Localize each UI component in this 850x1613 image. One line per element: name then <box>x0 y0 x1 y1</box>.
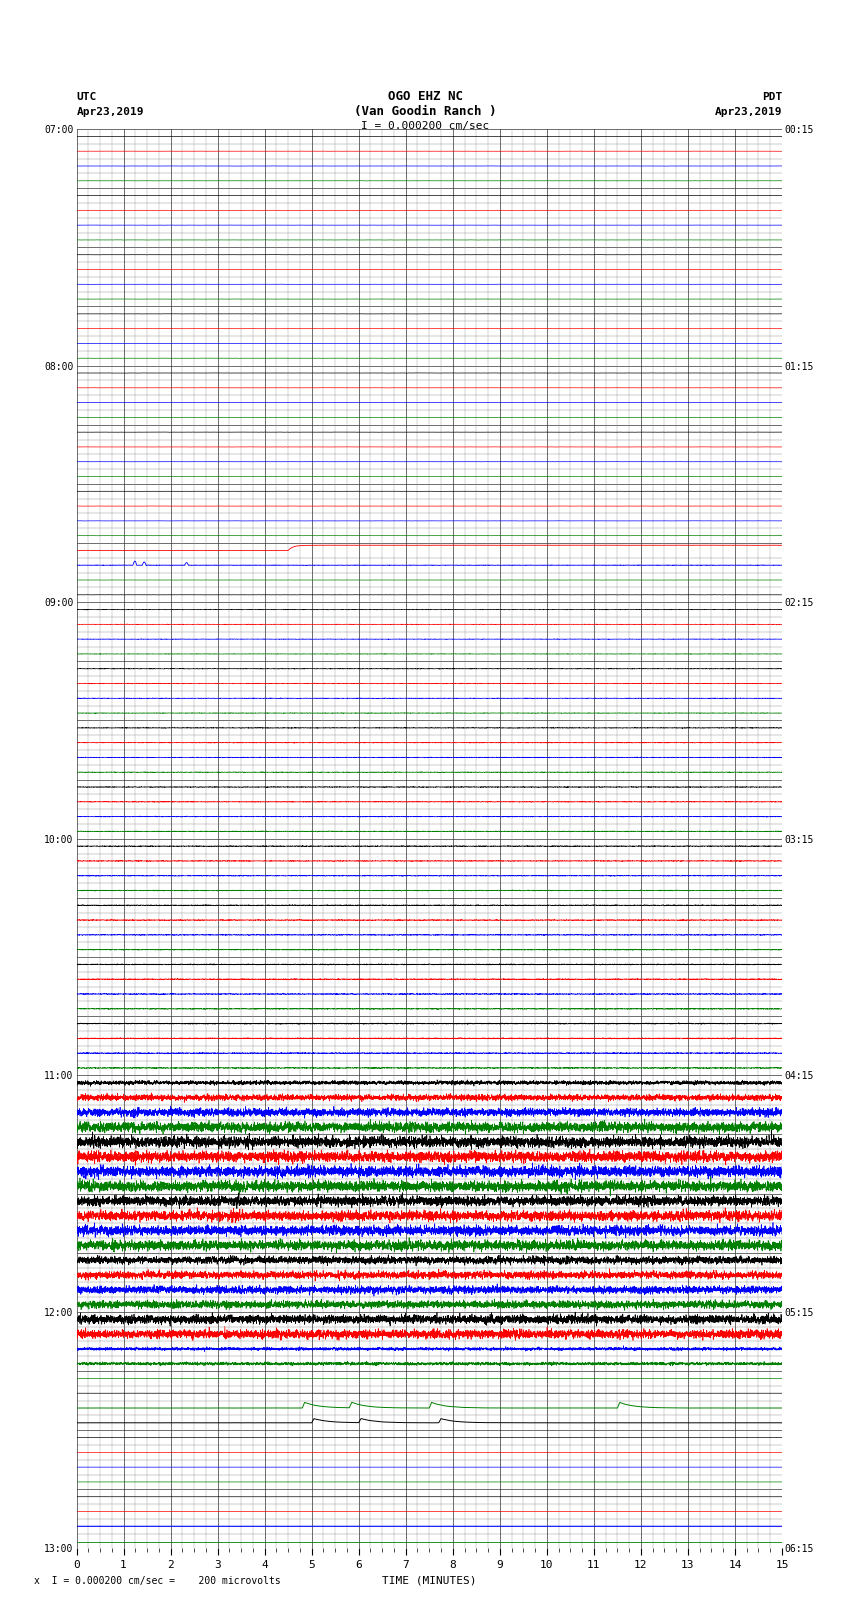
Text: I = 0.000200 cm/sec: I = 0.000200 cm/sec <box>361 121 489 131</box>
X-axis label: TIME (MINUTES): TIME (MINUTES) <box>382 1576 477 1586</box>
Text: OGO EHZ NC: OGO EHZ NC <box>388 90 462 103</box>
Text: (Van Goodin Ranch ): (Van Goodin Ranch ) <box>354 105 496 118</box>
Text: x  I = 0.000200 cm/sec =    200 microvolts: x I = 0.000200 cm/sec = 200 microvolts <box>34 1576 280 1586</box>
Text: Apr23,2019: Apr23,2019 <box>76 106 144 116</box>
Text: UTC: UTC <box>76 92 97 102</box>
Text: Apr23,2019: Apr23,2019 <box>715 106 782 116</box>
Text: PDT: PDT <box>762 92 782 102</box>
